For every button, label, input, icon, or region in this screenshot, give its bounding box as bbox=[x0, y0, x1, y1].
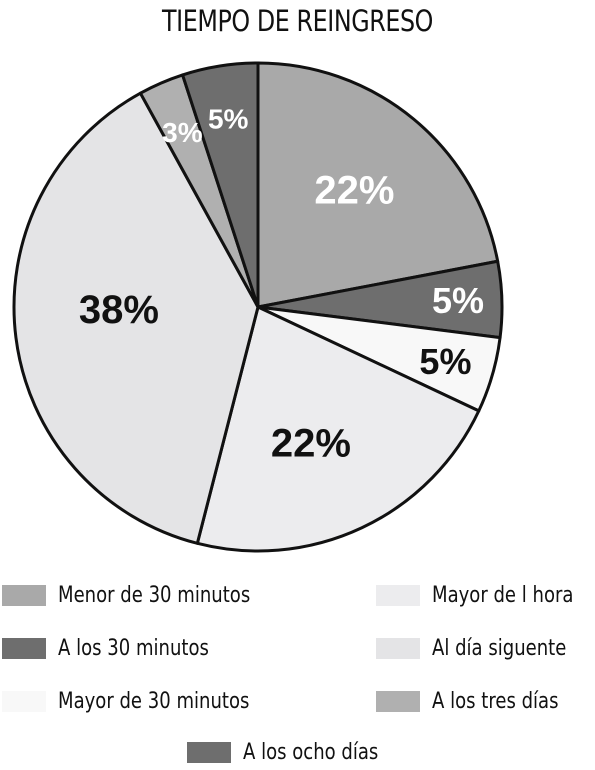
legend-item: A los ocho días bbox=[187, 737, 408, 767]
slice-label-6: 3% bbox=[162, 117, 203, 148]
legend-label: Mayor de l hora bbox=[432, 582, 574, 608]
chart-title: TIEMPO DE REINGRESO bbox=[162, 4, 433, 38]
legend-label: Menor de 30 minutos bbox=[58, 582, 251, 608]
legend-label: A los tres días bbox=[432, 688, 559, 714]
legend-label: Al día siguente bbox=[432, 635, 567, 661]
slice-label-2: 5% bbox=[432, 280, 484, 321]
legend-item: Mayor de l hora bbox=[376, 580, 595, 610]
slice-label-3: 5% bbox=[419, 341, 471, 382]
legend-swatch bbox=[376, 584, 420, 606]
legend-swatch bbox=[376, 690, 420, 712]
slice-label-5: 38% bbox=[79, 288, 159, 332]
legend-item: Mayor de 30 minutos bbox=[2, 686, 291, 716]
legend-swatch bbox=[2, 690, 46, 712]
legend-label: A los 30 minutos bbox=[58, 635, 209, 661]
pie-chart: 22%5%5%22%38%3% 5% bbox=[12, 61, 504, 553]
pie-slice-4 bbox=[195, 305, 481, 553]
legend-item: A los 30 minutos bbox=[2, 633, 242, 663]
pie-slice-1 bbox=[256, 61, 500, 309]
legend-swatch bbox=[187, 741, 231, 763]
pie-slice-7 bbox=[181, 61, 260, 309]
legend-item: Menor de 30 minutos bbox=[2, 580, 292, 610]
legend-swatch bbox=[376, 637, 420, 659]
legend-item: A los tres días bbox=[376, 686, 586, 716]
slice-label-7: 5% bbox=[208, 104, 249, 135]
legend-label: A los ocho días bbox=[243, 739, 379, 765]
legend-item: Al día siguente bbox=[376, 633, 595, 663]
legend-label: Mayor de 30 minutos bbox=[58, 688, 250, 714]
legend-swatch bbox=[2, 637, 46, 659]
slice-label-1: 22% bbox=[314, 168, 394, 212]
slice-label-4: 22% bbox=[271, 421, 351, 465]
pie-slice-5 bbox=[12, 91, 260, 545]
legend-swatch bbox=[2, 584, 46, 606]
